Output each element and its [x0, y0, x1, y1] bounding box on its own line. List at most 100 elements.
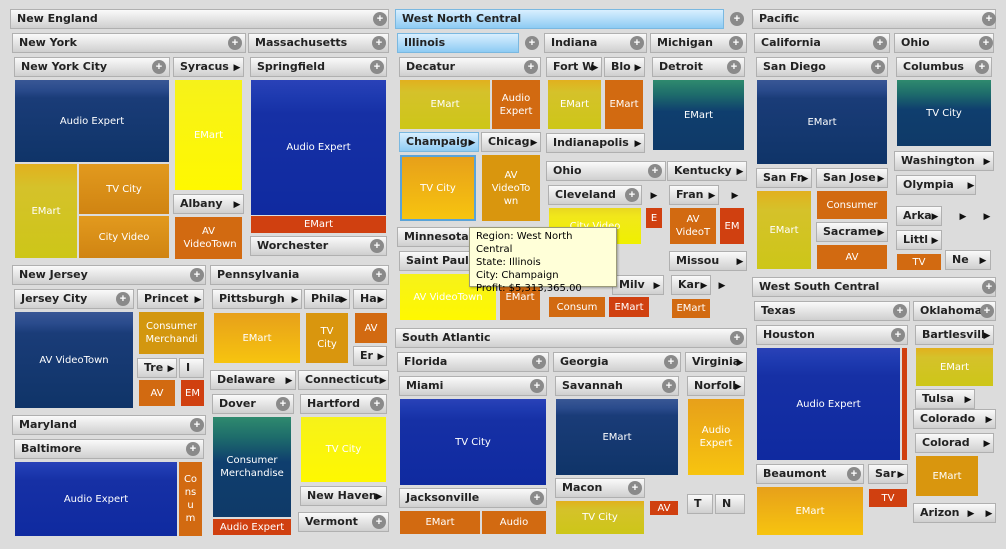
product-block-emart[interactable]: EMart — [757, 191, 811, 269]
city-header-san-jose[interactable]: San Jose — [816, 168, 888, 188]
product-block-av[interactable]: AV — [817, 245, 887, 269]
product-block-city-video[interactable]: City Video — [79, 216, 169, 258]
product-block-audio-expert[interactable]: Audio Expert — [251, 80, 386, 215]
arrow-right-icon[interactable]: ▶ — [736, 166, 744, 176]
product-block-emart[interactable]: EMart — [609, 297, 649, 317]
city-header-i[interactable]: I — [179, 358, 204, 378]
city-header-baltimore[interactable]: Baltimore — [14, 439, 204, 459]
state-header-massachusetts[interactable]: Massachusetts — [248, 33, 389, 53]
product-block-emart[interactable]: EMart — [653, 80, 744, 150]
expand-icon[interactable]: + — [630, 36, 644, 50]
expand-icon[interactable]: + — [873, 36, 887, 50]
state-header-connecticut[interactable]: Connecticut — [298, 370, 389, 390]
state-header-new-york[interactable]: New York — [12, 33, 246, 53]
expand-icon[interactable]: + — [370, 397, 384, 411]
city-header-saint-paul[interactable]: Saint Paul — [399, 251, 471, 271]
state-header-texas[interactable]: Texas — [754, 301, 910, 321]
arrow-right-icon[interactable]: ▶ — [731, 190, 739, 200]
product-block-emart[interactable]: EMart — [672, 299, 710, 318]
product-block-av[interactable]: AV — [355, 313, 387, 343]
city-header-san-antonio[interactable]: Sar — [868, 464, 908, 484]
city-header-colorado-springs[interactable]: Colorad — [915, 433, 994, 453]
state-header-missouri[interactable]: Missou — [669, 251, 747, 271]
expand-icon[interactable]: + — [730, 331, 744, 345]
product-block-emart[interactable]: EMart — [400, 80, 490, 129]
expand-icon[interactable]: + — [729, 36, 743, 50]
arrow-right-icon[interactable]: ▶ — [700, 280, 708, 290]
expand-icon[interactable]: + — [152, 60, 166, 74]
city-header-phila[interactable]: Phila — [304, 289, 350, 309]
arrow-right-icon[interactable]: ▶ — [983, 438, 991, 448]
product-block-audio-expert[interactable]: Audio Expert — [757, 348, 900, 460]
expand-icon[interactable]: + — [190, 268, 204, 282]
city-header-columbus[interactable]: Columbus — [896, 57, 992, 77]
expand-icon[interactable]: + — [525, 36, 539, 50]
city-header-decatur[interactable]: Decatur — [399, 57, 541, 77]
city-header-sacramento[interactable]: Sacrame — [816, 222, 888, 242]
city-header-dover[interactable]: Dover — [212, 394, 294, 414]
state-header-minnesota[interactable]: Minnesota — [397, 227, 473, 247]
arrow-right-icon[interactable]: ▶ — [285, 375, 293, 385]
expand-icon[interactable]: + — [186, 442, 200, 456]
arrow-right-icon[interactable]: ▶ — [233, 62, 241, 72]
city-header-ha[interactable]: Ha — [353, 289, 387, 309]
product-block-consumer-merchandise[interactable]: Consumer Merchandise — [213, 417, 291, 517]
arrow-right-icon[interactable]: ▶ — [718, 280, 726, 290]
expand-icon[interactable]: + — [980, 304, 994, 318]
state-header-washington[interactable]: Washington — [894, 151, 994, 171]
arrow-right-icon[interactable]: ▶ — [736, 357, 744, 367]
expand-icon[interactable]: + — [276, 397, 290, 411]
state-header-vermont[interactable]: Vermont — [298, 512, 389, 532]
product-block-av-videotown[interactable]: AV VideoTo wn — [482, 155, 540, 221]
arrow-right-icon[interactable]: ▶ — [877, 173, 885, 183]
city-header-olympia[interactable]: Olympia — [896, 175, 976, 195]
product-block-tv-city[interactable]: TV City — [556, 501, 644, 534]
expand-icon[interactable]: + — [975, 60, 989, 74]
expand-icon[interactable]: + — [372, 268, 386, 282]
arrow-right-icon[interactable]: ▶ — [736, 256, 744, 266]
city-header-syracuse[interactable]: Syracus — [173, 57, 244, 77]
city-header-kansas-city[interactable]: Kar — [671, 275, 711, 295]
product-block-emart[interactable]: EMart — [251, 216, 386, 233]
arrow-right-icon[interactable]: ▶ — [375, 491, 383, 501]
product-block-emart[interactable]: EMart — [916, 456, 978, 496]
city-header-chicago[interactable]: Chicag — [481, 132, 541, 152]
city-header-jersey-city[interactable]: Jersey City — [14, 289, 134, 309]
state-header-indiana[interactable]: Indiana — [544, 33, 647, 53]
expand-icon[interactable]: + — [190, 418, 204, 432]
product-block-emart[interactable]: EM — [720, 208, 744, 244]
arrow-right-icon[interactable]: ▶ — [967, 508, 975, 518]
city-header-houston[interactable]: Houston — [756, 325, 908, 345]
expand-icon[interactable]: + — [524, 60, 538, 74]
city-header-detroit[interactable]: Detroit — [652, 57, 745, 77]
expand-icon[interactable]: + — [370, 60, 384, 74]
product-block-emart[interactable]: EMart — [556, 399, 678, 475]
expand-icon[interactable]: + — [373, 12, 387, 26]
arrow-right-icon[interactable]: ▶ — [931, 235, 939, 245]
arrow-right-icon[interactable]: ▶ — [291, 294, 299, 304]
arrow-right-icon[interactable]: ▶ — [653, 280, 661, 290]
state-header-oklahoma[interactable]: Oklahoma — [913, 301, 996, 321]
product-block-emart[interactable]: EMart — [400, 511, 480, 534]
arrow-right-icon[interactable]: ▶ — [985, 508, 993, 518]
expand-icon[interactable]: + — [628, 481, 642, 495]
city-header-san-diego[interactable]: San Diego — [756, 57, 888, 77]
expand-icon[interactable]: + — [730, 12, 744, 26]
product-block-audio-expert[interactable]: Audio Expert — [492, 80, 540, 129]
region-header-west-south-central[interactable]: West South Central — [752, 277, 996, 297]
city-header-pittsburgh[interactable]: Pittsburgh — [212, 289, 302, 309]
arrow-right-icon[interactable]: ▶ — [801, 173, 809, 183]
arrow-right-icon[interactable]: ▶ — [708, 190, 716, 200]
expand-icon[interactable]: + — [116, 292, 130, 306]
city-header-bloomington[interactable]: Blo — [604, 57, 645, 77]
state-header-kentucky[interactable]: Kentucky — [667, 161, 747, 181]
product-block-emart[interactable]: EMart — [175, 80, 242, 190]
arrow-right-icon[interactable]: ▶ — [983, 330, 991, 340]
arrow-right-icon[interactable]: ▶ — [377, 351, 385, 361]
expand-icon[interactable]: + — [532, 355, 546, 369]
expand-icon[interactable]: + — [372, 36, 386, 50]
city-header-indianapolis[interactable]: Indianapolis — [546, 133, 645, 153]
city-header-milwaukee[interactable]: Milv — [612, 275, 664, 295]
expand-icon[interactable]: + — [625, 188, 639, 202]
arrow-right-icon[interactable]: ▶ — [964, 394, 972, 404]
